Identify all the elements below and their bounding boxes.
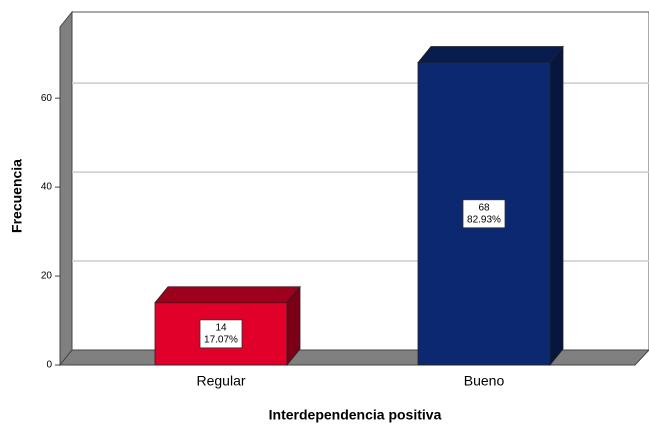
left-wall <box>59 10 73 367</box>
data-label-box <box>462 199 506 229</box>
x-axis-title: Interdependencia positiva <box>269 407 442 423</box>
data-label-count: 14 <box>215 323 227 334</box>
y-tick-label: 60 <box>41 93 53 104</box>
x-tick-label: Bueno <box>464 373 505 389</box>
bar-side <box>549 45 564 367</box>
bar-top <box>417 46 564 63</box>
data-label-count: 68 <box>478 202 490 213</box>
y-tick-label: 40 <box>41 182 53 193</box>
data-label-box <box>199 319 243 349</box>
data-label-percent: 17.07% <box>204 335 238 346</box>
y-axis-title: Frecuencia <box>9 159 25 233</box>
data-label-percent: 82.93% <box>467 214 501 225</box>
y-tick-label: 0 <box>46 360 52 371</box>
y-tick-label: 20 <box>41 271 53 282</box>
bar-top <box>154 286 301 304</box>
x-tick-label: Regular <box>196 373 245 389</box>
